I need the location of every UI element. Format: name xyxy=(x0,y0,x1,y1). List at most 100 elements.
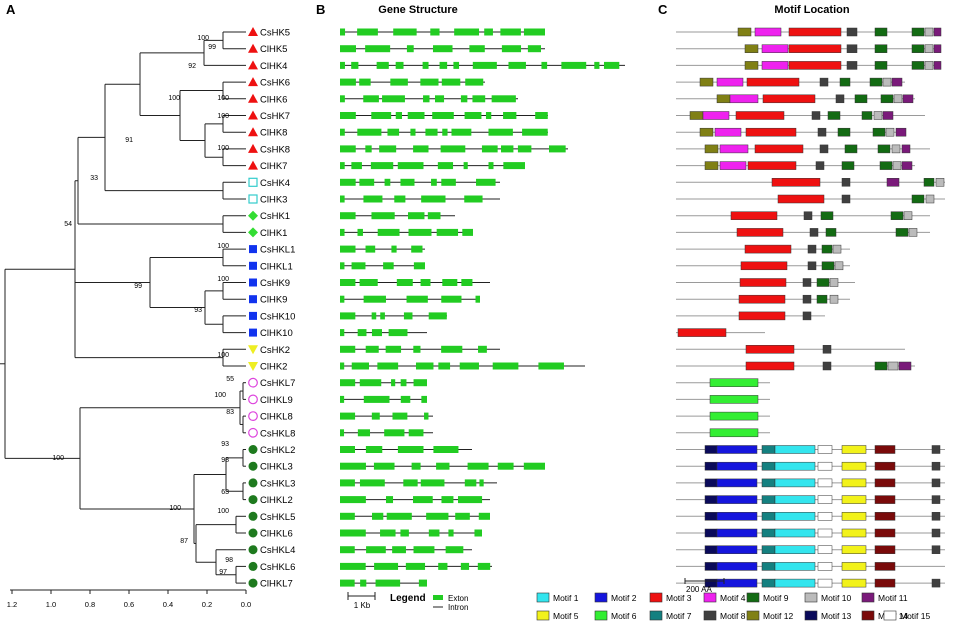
motif-block xyxy=(704,545,718,554)
exon-block xyxy=(441,295,462,303)
exon-block xyxy=(340,479,355,487)
motif-block xyxy=(879,161,893,170)
motif-block xyxy=(761,562,776,571)
motif-block xyxy=(901,144,911,154)
motif-legend-label: Motif 11 xyxy=(878,593,908,603)
exon-block xyxy=(379,145,397,153)
exon-block xyxy=(357,28,378,36)
motif-block xyxy=(923,178,935,187)
taxon-label: ClHK8 xyxy=(260,128,287,139)
motif-block xyxy=(738,311,786,321)
exon-block xyxy=(407,212,425,220)
motif-block xyxy=(846,61,858,70)
motif-location-rows xyxy=(676,27,945,588)
motif-block xyxy=(887,361,899,371)
motif-block xyxy=(924,61,934,70)
exon-block xyxy=(382,95,405,103)
exon-block xyxy=(455,512,470,520)
taxon-marker xyxy=(248,362,258,371)
exon-block xyxy=(427,212,441,220)
exon-block xyxy=(415,362,434,370)
motif-legend-label: Motif 12 xyxy=(763,611,794,621)
motif-legend-swatch xyxy=(703,592,717,603)
taxon-marker xyxy=(248,60,258,70)
exon-block xyxy=(523,462,545,470)
exon-block xyxy=(431,178,437,186)
motif-block xyxy=(877,144,891,154)
taxon-label: ClHK4 xyxy=(260,61,287,72)
exon-block xyxy=(481,145,498,153)
motif-block xyxy=(704,161,719,170)
motif-block xyxy=(817,512,833,521)
motif-block xyxy=(869,77,883,87)
motif-block xyxy=(709,378,759,387)
exon-block xyxy=(363,95,379,103)
exon-block xyxy=(527,45,541,53)
exon-block xyxy=(422,61,429,69)
bootstrap-value: 99 xyxy=(208,44,216,51)
motif-legend-swatch xyxy=(594,610,608,621)
bootstrap-value: 98 xyxy=(225,557,233,564)
motif-block xyxy=(820,211,834,220)
motif-block xyxy=(819,77,829,87)
exon-block xyxy=(406,45,414,53)
taxon-marker xyxy=(248,93,258,103)
exon-block xyxy=(359,178,375,186)
motif-legend-label: Motif 3 xyxy=(666,593,692,603)
motif-block xyxy=(677,328,727,337)
motif-block xyxy=(829,278,839,287)
motif-block xyxy=(803,211,813,220)
exon-block xyxy=(472,95,486,103)
taxon-label: CsHK8 xyxy=(260,144,290,155)
exon-block xyxy=(488,162,494,170)
motif-block xyxy=(841,161,855,170)
bootstrap-value: 97 xyxy=(219,569,227,576)
taxon-label: CsHK6 xyxy=(260,78,290,89)
exon-block xyxy=(437,162,454,170)
motif-block xyxy=(854,94,868,104)
exon-block xyxy=(393,28,417,36)
exon-block xyxy=(503,162,525,170)
taxon-label: CsHK7 xyxy=(260,111,290,122)
taxon-marker xyxy=(248,177,258,187)
motif-block xyxy=(880,94,894,104)
exon-block xyxy=(384,178,391,186)
gene-structure-scale: 1 Kb xyxy=(347,592,376,610)
exon-block xyxy=(407,112,425,119)
taxon-label: CsHK2 xyxy=(260,345,290,356)
motif-block xyxy=(704,144,719,154)
motif-block xyxy=(735,111,785,120)
exon-block xyxy=(403,312,413,320)
exon-block xyxy=(400,529,409,537)
motif-block xyxy=(817,445,833,454)
motif-block xyxy=(809,228,819,237)
motif-block xyxy=(761,61,789,70)
exon-block xyxy=(485,112,492,119)
motif-block xyxy=(788,61,842,70)
exon-block xyxy=(340,112,356,119)
exon-block xyxy=(421,195,446,203)
motif-legend-swatch xyxy=(861,592,875,603)
exon-block xyxy=(454,28,480,36)
bootstrap-value: 92 xyxy=(188,63,196,70)
motif-block xyxy=(873,111,883,120)
motif-block xyxy=(716,495,758,504)
exon-block xyxy=(548,145,566,153)
motif-block xyxy=(886,178,900,187)
exon-block xyxy=(439,61,448,69)
taxon-marker xyxy=(248,394,258,405)
exon-block xyxy=(387,128,400,136)
motif-block xyxy=(895,127,907,137)
exon-block xyxy=(363,195,383,203)
exon-block xyxy=(365,45,391,53)
exon-block xyxy=(395,61,404,69)
exon-block xyxy=(340,312,356,320)
motif-block xyxy=(911,44,925,53)
exon-block xyxy=(340,462,366,470)
motif-block xyxy=(754,27,782,37)
motif-block xyxy=(841,562,867,571)
exon-block xyxy=(426,512,449,520)
gene-scale-label: 1 Kb xyxy=(354,601,371,610)
exon-block xyxy=(340,379,356,387)
motif-block xyxy=(841,545,867,554)
